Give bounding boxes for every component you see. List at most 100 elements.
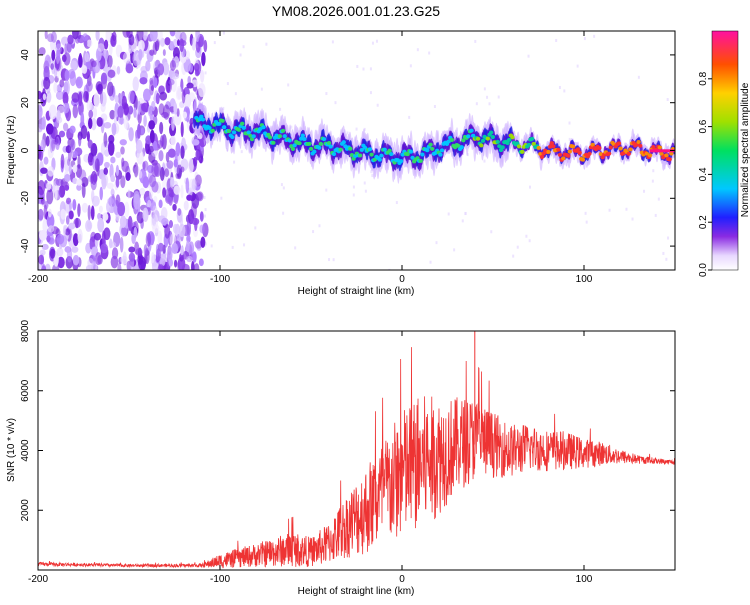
heatmap-cell <box>100 142 106 157</box>
heatmap-cell <box>123 115 129 130</box>
heatmap-cell <box>56 49 61 61</box>
heatmap-cell <box>198 36 204 48</box>
heatmap-cell <box>429 260 432 264</box>
heatmap-cell <box>643 189 646 193</box>
heatmap-cell <box>186 194 193 201</box>
heatmap-cell <box>667 236 670 240</box>
heatmap-cell <box>576 64 579 68</box>
heatmap-cell <box>158 199 163 209</box>
heatmap-cell <box>546 149 551 154</box>
heatmap-cell <box>90 205 95 221</box>
heatmap-cell <box>43 156 49 165</box>
heatmap-cell <box>251 134 256 139</box>
heatmap-cell <box>110 255 119 269</box>
heatmap-cell <box>466 134 471 139</box>
heatmap-cell <box>183 200 189 211</box>
heatmap-cell <box>136 211 145 224</box>
heatmap-cell <box>348 146 353 151</box>
heatmap-cell <box>181 89 186 104</box>
heatmap-cell <box>666 98 669 102</box>
heatmap-cell <box>395 201 398 205</box>
heatmap-cell <box>608 208 611 212</box>
heatmap-cell <box>657 145 663 150</box>
heatmap-cell <box>162 49 166 56</box>
heatmap-cell <box>168 220 174 229</box>
heatmap-cell <box>47 33 54 43</box>
heatmap-cell <box>138 39 145 52</box>
heatmap-cell <box>173 102 178 115</box>
heatmap-cell <box>125 172 131 181</box>
heatmap-cell <box>638 143 643 148</box>
heatmap-cell <box>128 44 133 54</box>
snr-panel: -200 -100 0 100 2000 4000 6000 8000 Height of … <box>6 319 676 597</box>
heatmap-cell <box>516 144 522 149</box>
heatmap-cell <box>466 153 469 157</box>
snr-x-tick-label: 0 <box>399 574 405 585</box>
heatmap-cell <box>148 145 155 153</box>
heatmap-cell <box>75 217 79 229</box>
heatmap-cell <box>364 189 367 193</box>
heatmap-cell <box>644 151 649 156</box>
heatmap-cell <box>152 140 158 151</box>
heatmap-cell <box>97 217 105 233</box>
heatmap-cell <box>298 136 304 141</box>
heatmap-cell <box>90 60 97 68</box>
heatmap-cell <box>377 157 382 162</box>
heatmap-cell <box>375 39 378 43</box>
heatmap-cell <box>371 41 374 45</box>
heatmap-cell <box>128 34 135 46</box>
heatmap-cell <box>114 95 119 104</box>
heatmap-cell <box>140 127 145 135</box>
heatmap-cell <box>172 46 181 60</box>
heatmap-cell <box>110 174 116 183</box>
heatmap-cell <box>152 223 160 234</box>
heatmap-cell <box>220 196 223 200</box>
heatmap-cell <box>528 185 531 189</box>
spectrogram-x-tick-label: -200 <box>28 274 48 285</box>
spectrogram-x-ticks: -200 -100 0 100 <box>28 31 593 285</box>
heatmap-cell <box>203 39 208 53</box>
heatmap-cell <box>282 186 285 190</box>
heatmap-cell <box>369 152 374 157</box>
snr-y-tick-label: 2000 <box>20 499 31 522</box>
heatmap-cell <box>249 137 255 142</box>
heatmap-cell <box>222 31 225 35</box>
heatmap-cell <box>82 33 89 42</box>
heatmap-cell <box>199 211 204 222</box>
heatmap-cell <box>176 85 182 97</box>
heatmap-cell <box>94 158 100 173</box>
heatmap-cell <box>48 104 57 120</box>
heatmap-cell <box>570 144 576 149</box>
heatmap-cell <box>416 48 419 52</box>
heatmap-cell <box>490 230 493 234</box>
heatmap-cell <box>290 125 293 129</box>
heatmap-cell <box>176 108 180 117</box>
heatmap-cell <box>453 248 456 252</box>
heatmap-cell <box>161 217 169 226</box>
heatmap-cell <box>180 121 184 138</box>
heatmap-cell <box>438 152 443 157</box>
spectrogram-y-tick-label: 40 <box>20 49 31 61</box>
heatmap-cell <box>42 264 47 270</box>
heatmap-cell <box>325 188 328 192</box>
heatmap-cell <box>280 183 283 187</box>
heatmap-cell <box>151 162 159 178</box>
heatmap-cell <box>157 264 165 270</box>
heatmap-cell <box>47 166 55 177</box>
heatmap-cell <box>132 76 139 92</box>
heatmap-cell <box>287 138 292 143</box>
heatmap-cell <box>151 251 155 264</box>
heatmap-cell <box>72 104 79 119</box>
heatmap-cell <box>86 100 92 112</box>
heatmap-cell <box>177 256 186 270</box>
colorbar-tick-label: 0.6 <box>698 119 709 133</box>
heatmap-cell <box>325 92 328 96</box>
heatmap-cell <box>128 105 134 115</box>
heatmap-cell <box>587 151 592 156</box>
heatmap-cell <box>191 37 197 51</box>
heatmap-cell <box>425 148 430 153</box>
heatmap-cell <box>191 260 195 270</box>
heatmap-cell <box>72 164 78 174</box>
heatmap-cell <box>527 54 530 58</box>
heatmap-cell <box>389 152 394 157</box>
